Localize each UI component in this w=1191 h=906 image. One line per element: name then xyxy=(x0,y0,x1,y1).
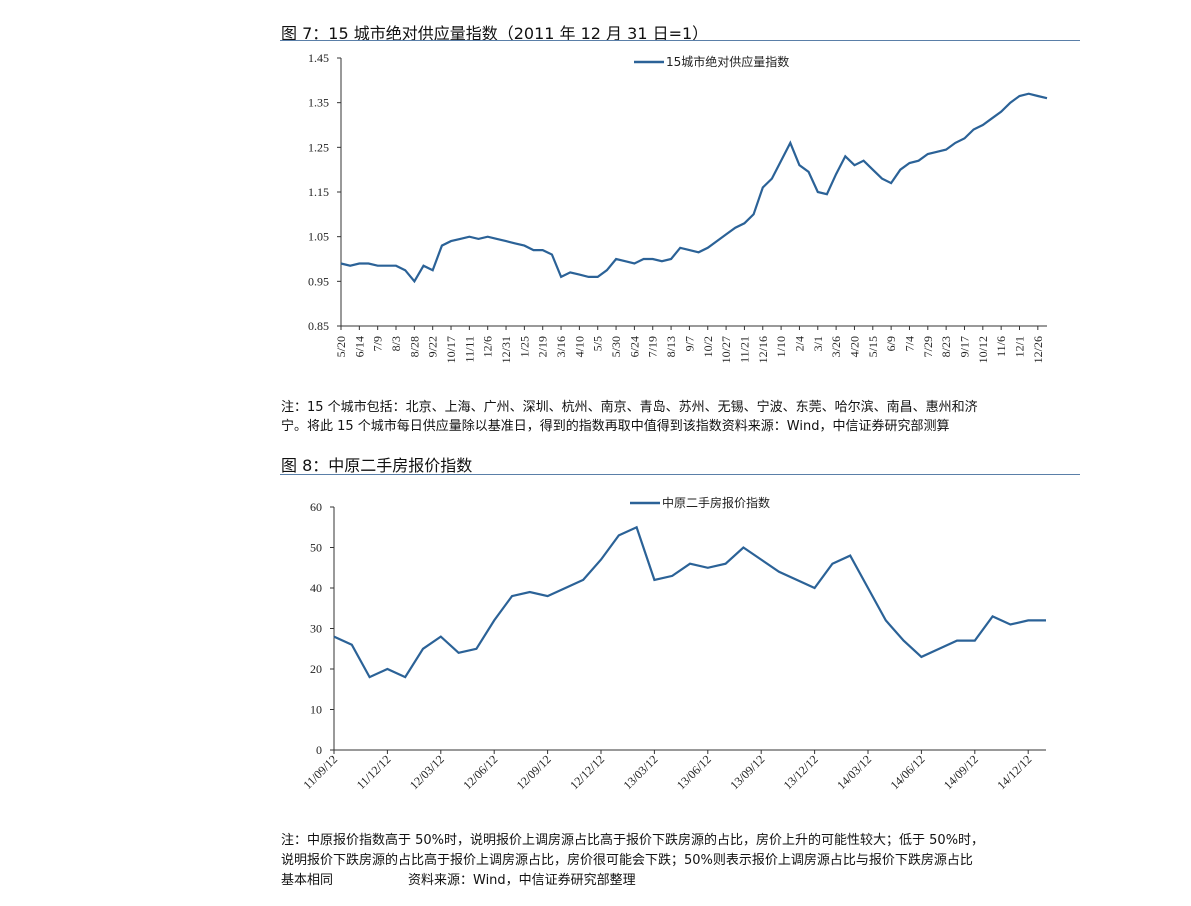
y-tick-label: 1.45 xyxy=(308,51,329,65)
x-tick-label: 9/7 xyxy=(682,336,696,351)
x-tick-label: 5/15 xyxy=(866,336,880,357)
x-tick-label: 12/31 xyxy=(499,336,513,363)
y-tick-label: 1.15 xyxy=(308,185,329,199)
y-tick-label: 30 xyxy=(310,622,322,636)
note: 注：中原报价指数高于 50%时，说明报价上调房源占比高于报价下跌房源的占比，房价… xyxy=(281,833,985,848)
x-tick-label: 12/12/12 xyxy=(567,752,607,792)
x-tick-label: 10/12 xyxy=(976,336,990,363)
x-tick-label: 14/03/12 xyxy=(834,752,874,792)
x-tick-label: 14/06/12 xyxy=(887,752,927,792)
title-rule xyxy=(280,474,1080,475)
x-tick-label: 6/24 xyxy=(627,336,641,357)
x-tick-label: 2/4 xyxy=(792,336,806,351)
x-tick-label: 13/03/12 xyxy=(620,752,660,792)
x-tick-label: 3/1 xyxy=(811,336,825,351)
x-tick-label: 6/14 xyxy=(352,336,366,357)
x-tick-label: 11/6 xyxy=(994,336,1008,357)
x-tick-label: 14/09/12 xyxy=(941,752,981,792)
y-tick-label: 60 xyxy=(310,500,322,514)
x-tick-label: 7/19 xyxy=(646,336,660,357)
x-tick-label: 1/10 xyxy=(774,336,788,357)
x-tick-label: 8/13 xyxy=(664,336,678,357)
x-tick-label: 7/9 xyxy=(371,336,385,351)
x-tick-label: 13/09/12 xyxy=(727,752,767,792)
x-tick-label: 4/20 xyxy=(847,336,861,357)
x-tick-label: 5/20 xyxy=(334,336,348,357)
x-tick-label: 11/11 xyxy=(462,336,476,362)
x-tick-label: 13/12/12 xyxy=(781,752,821,792)
x-tick-label: 5/30 xyxy=(609,336,623,357)
x-tick-label: 12/26 xyxy=(1031,336,1045,363)
x-tick-label: 13/06/12 xyxy=(674,752,714,792)
x-tick-label: 11/09/12 xyxy=(300,752,340,792)
x-tick-label: 12/09/12 xyxy=(514,752,554,792)
x-tick-label: 11/12/12 xyxy=(354,752,394,792)
x-tick-label: 12/03/12 xyxy=(407,752,447,792)
title-rule xyxy=(280,40,1080,41)
x-tick-label: 8/23 xyxy=(939,336,953,357)
series-line xyxy=(340,92,1048,284)
y-tick-label: 1.05 xyxy=(308,230,329,244)
figure-title: 图 7：15 城市绝对供应量指数（2011 年 12 月 31 日=1） xyxy=(281,24,709,43)
series-line xyxy=(333,525,1046,679)
x-tick-label: 2/19 xyxy=(536,336,550,357)
x-tick-label: 12/6 xyxy=(481,336,495,357)
y-tick-label: 0 xyxy=(316,743,322,757)
x-tick-label: 9/22 xyxy=(426,336,440,357)
x-tick-label: 1/25 xyxy=(517,336,531,357)
figure-title: 图 8：中原二手房报价指数 xyxy=(281,456,473,475)
y-tick-label: 40 xyxy=(310,581,322,595)
y-tick-label: 1.25 xyxy=(308,140,329,154)
y-tick-label: 0.95 xyxy=(308,274,329,288)
y-tick-label: 1.35 xyxy=(308,96,329,110)
note: 说明报价下跌房源的占比高于报价上调房源占比，房价很可能会下跌；50%则表示报价上… xyxy=(281,853,973,868)
x-tick-label: 8/28 xyxy=(407,336,421,357)
x-tick-label: 14/12/12 xyxy=(994,752,1034,792)
x-tick-label: 5/5 xyxy=(591,336,605,351)
x-tick-label: 8/3 xyxy=(389,336,403,351)
note: 注：15 个城市包括：北京、上海、广州、深圳、杭州、南京、青岛、苏州、无锡、宁波… xyxy=(281,400,978,415)
note: 基本相同 xyxy=(281,873,334,888)
x-tick-label: 9/17 xyxy=(957,336,971,357)
x-tick-label: 6/9 xyxy=(884,336,898,351)
legend-label: 15城市绝对供应量指数 xyxy=(666,54,789,69)
y-tick-label: 0.85 xyxy=(308,319,329,333)
y-tick-label: 10 xyxy=(310,703,322,717)
y-tick-label: 50 xyxy=(310,541,322,555)
y-tick-label: 20 xyxy=(310,662,322,676)
x-tick-label: 12/1 xyxy=(1012,336,1026,357)
x-tick-label: 7/29 xyxy=(921,336,935,357)
note: 宁。将此 15 个城市每日供应量除以基准日，得到的指数再取中值得到该指数资料来源… xyxy=(281,419,950,434)
x-tick-label: 7/4 xyxy=(902,336,916,351)
x-tick-label: 11/21 xyxy=(737,336,751,363)
x-tick-label: 4/10 xyxy=(572,336,586,357)
legend-label: 中原二手房报价指数 xyxy=(662,495,770,510)
x-tick-label: 12/16 xyxy=(756,336,770,363)
x-tick-label: 10/2 xyxy=(701,336,715,357)
x-tick-label: 12/06/12 xyxy=(460,752,500,792)
x-tick-label: 3/16 xyxy=(554,336,568,357)
x-tick-label: 10/27 xyxy=(719,336,733,363)
x-tick-label: 3/26 xyxy=(829,336,843,357)
note: 资料来源：Wind，中信证券研究部整理 xyxy=(408,873,636,888)
x-tick-label: 10/17 xyxy=(444,336,458,363)
